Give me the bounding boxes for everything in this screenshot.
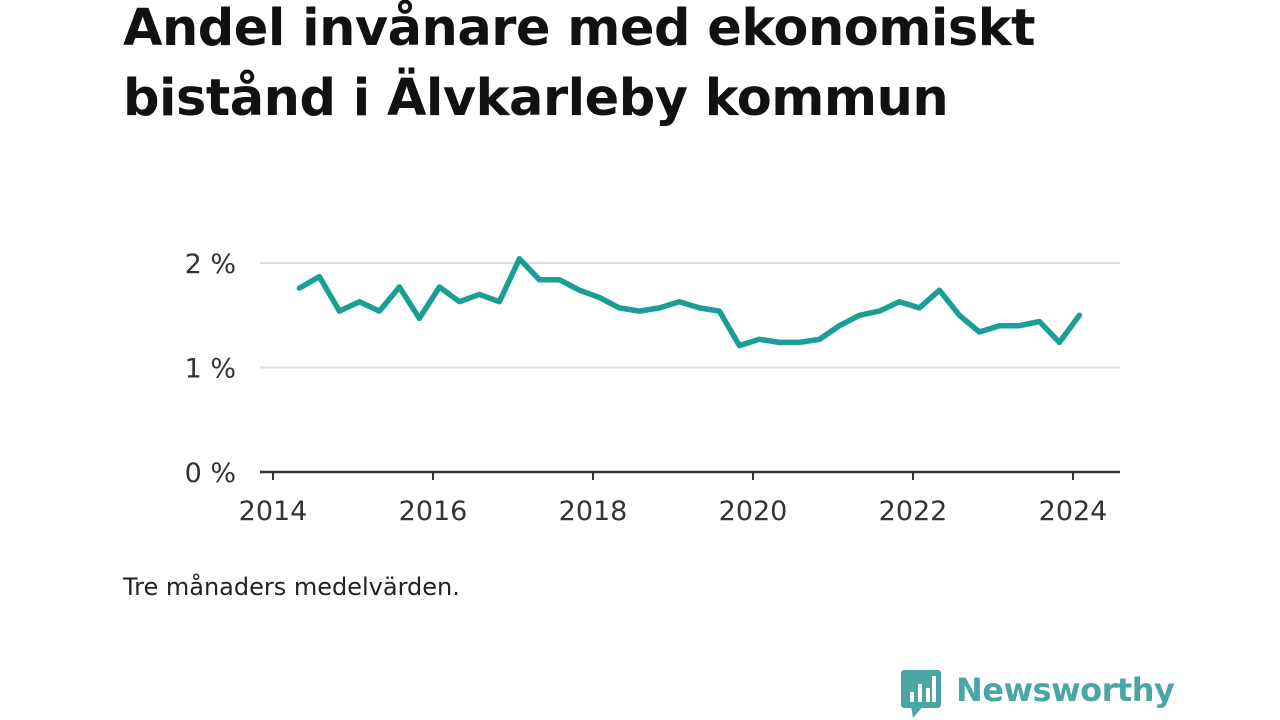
gridlines [260, 262, 1120, 369]
x-axis [260, 470, 1120, 480]
x-tick-label: 2020 [719, 496, 788, 527]
bar-chart-speech-bubble-icon [901, 670, 941, 718]
x-tick-label: 2018 [559, 496, 628, 527]
x-axis-labels: 2014 2016 2018 2020 2022 2024 [239, 496, 1108, 527]
y-axis-labels: 0 % 1 % 2 % [185, 249, 236, 489]
series-lines [296, 256, 1083, 349]
x-tick-label: 2014 [239, 496, 308, 527]
x-tick-label: 2024 [1039, 496, 1108, 527]
chart-title: Andel invånare med ekonomiskt bistånd i … [123, 0, 1036, 128]
series-line [296, 256, 1083, 349]
y-tick-label: 0 % [185, 458, 236, 489]
x-tick-label: 2016 [399, 496, 468, 527]
y-tick-label: 1 % [185, 354, 236, 385]
brand-name: Newsworthy [956, 671, 1175, 709]
x-tick-label: 2022 [879, 496, 948, 527]
chart-footnote: Tre månaders medelvärden. [123, 573, 460, 601]
brand-logo: Newsworthy [901, 670, 1175, 718]
y-tick-label: 2 % [185, 249, 236, 280]
